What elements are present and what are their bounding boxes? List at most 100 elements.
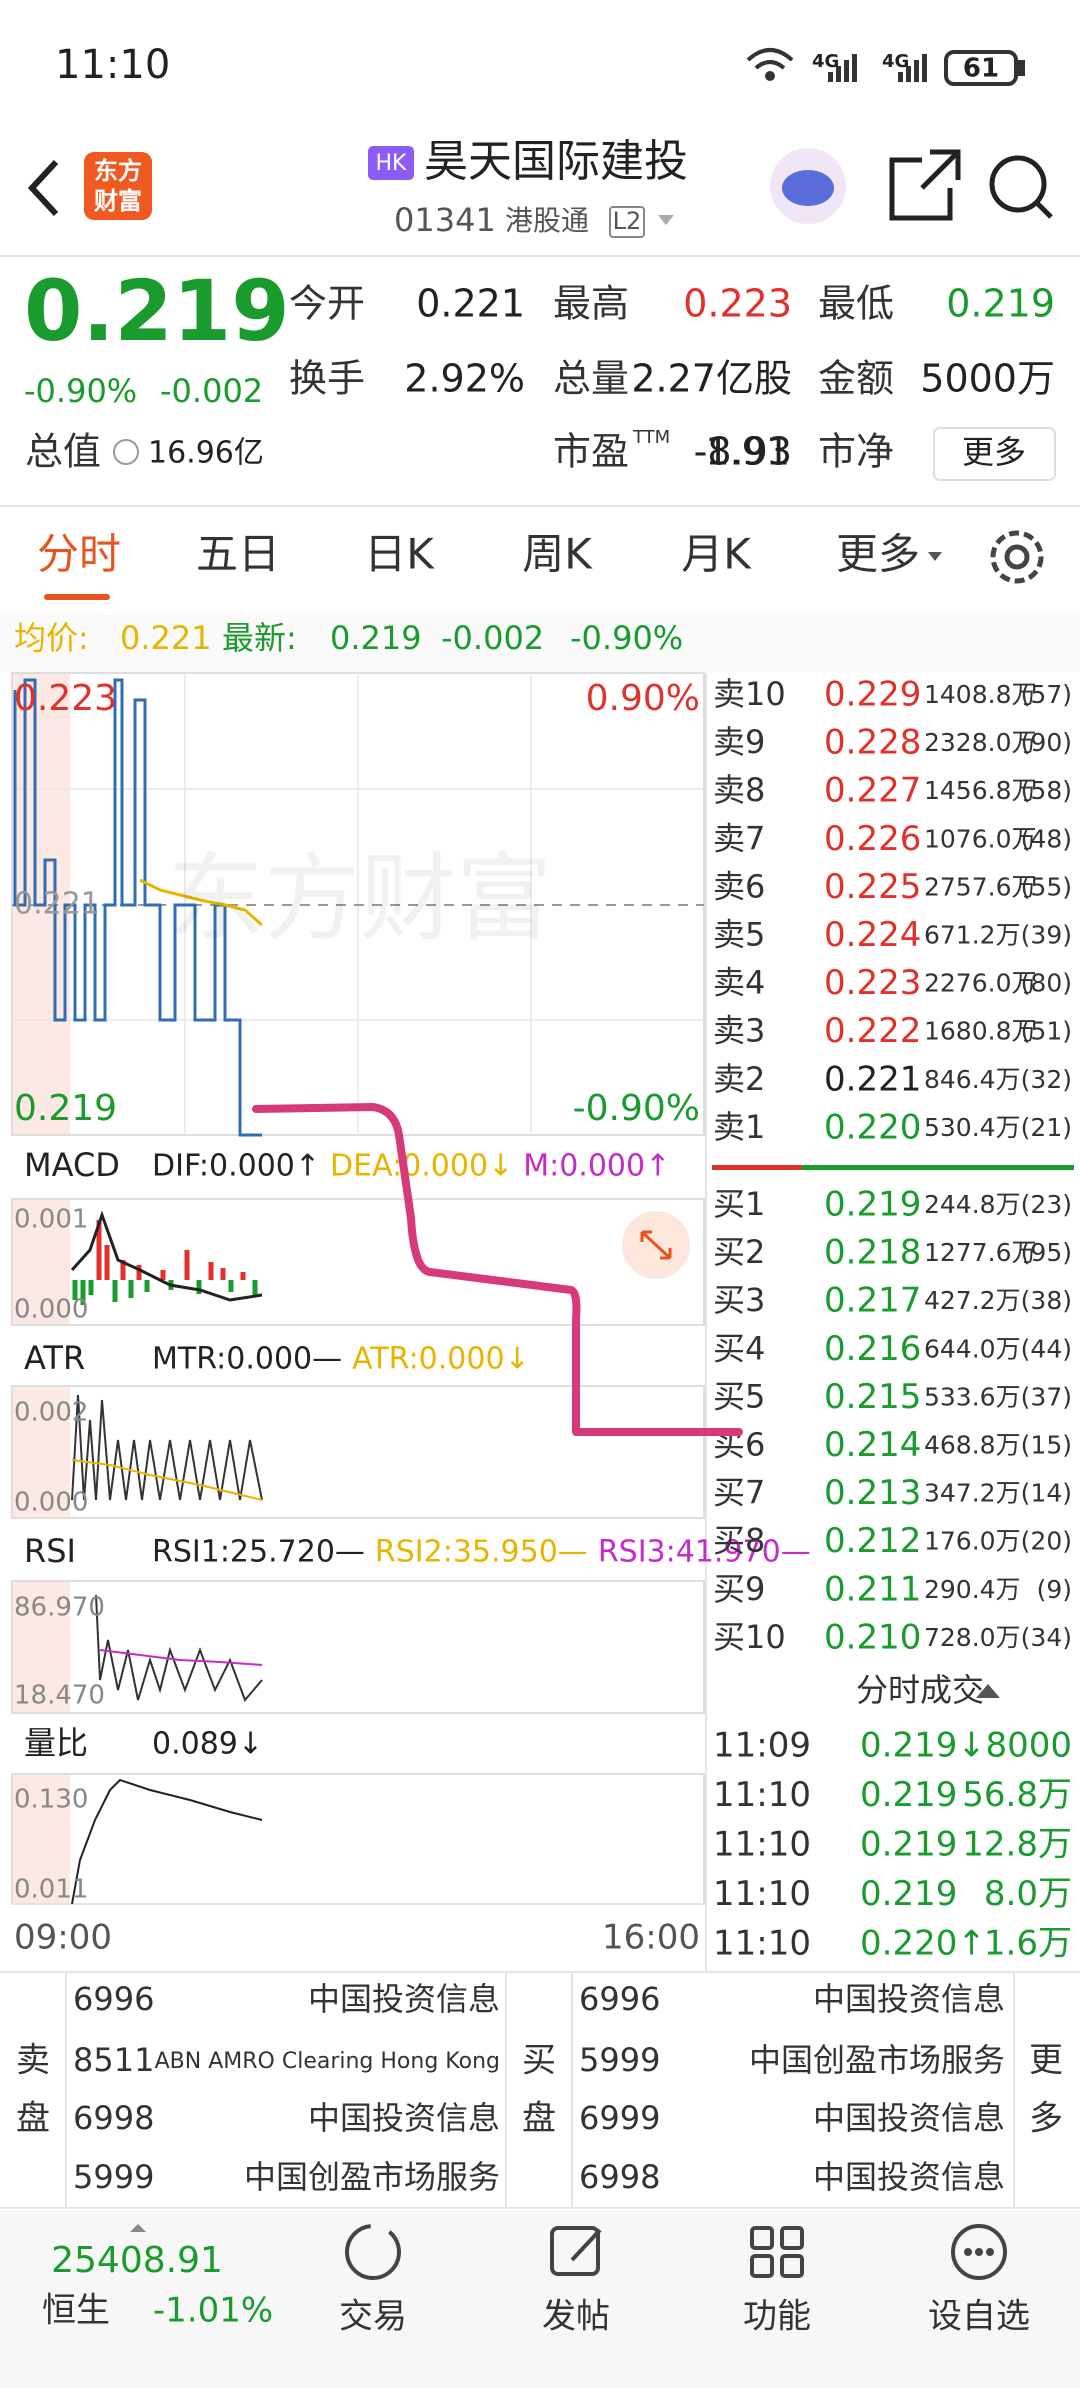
book-price: 0.214 <box>824 1425 921 1465</box>
broker-more[interactable]: 多 <box>1029 2099 1063 2139</box>
indicator-value: DEA:0.000↓ <box>330 1149 513 1184</box>
ask-bid-bar-bid <box>802 1165 1074 1170</box>
l2-tag-frame <box>609 206 645 238</box>
book-price: 0.213 <box>824 1473 921 1513</box>
index-value[interactable]: 25408.91 <box>51 2240 223 2281</box>
book-count: (48) <box>1021 824 1072 853</box>
tab[interactable]: 月K <box>681 530 752 579</box>
index-change: -1.01% <box>153 2291 273 2331</box>
broker-name: 中国投资信息 <box>813 2158 1005 2196</box>
broker-more[interactable]: 更 <box>1029 2041 1063 2081</box>
logo-text: 东方 <box>94 157 142 185</box>
broker-name: ABN AMRO Clearing Hong Kong <box>155 2049 500 2074</box>
indicator-name[interactable]: 量比 <box>24 1724 88 1762</box>
broker-id: 5999 <box>579 2041 660 2079</box>
trade-volume: 8000 <box>985 1726 1072 1766</box>
y-label: 0.221 <box>14 887 100 922</box>
nav-item[interactable]: 发帖 <box>542 2297 610 2337</box>
book-volume: 1076.0万 <box>924 824 1036 853</box>
indicator-name[interactable]: ATR <box>24 1339 85 1377</box>
trade-volume: 1.6万 <box>984 1924 1072 1964</box>
back-button[interactable] <box>27 159 59 217</box>
broker-id: 6999 <box>579 2099 660 2137</box>
indicator-grid <box>11 1198 705 1905</box>
book-count: (38) <box>1021 1286 1072 1315</box>
hk-badge <box>368 146 414 180</box>
more-button-frame[interactable] <box>933 427 1056 481</box>
status-time: 11:10 <box>55 42 170 88</box>
app-logo <box>84 152 152 220</box>
trade-price: 0.220↑ <box>860 1924 986 1964</box>
book-level: 买5 <box>713 1377 765 1415</box>
indicator-value: M:0.000↑ <box>523 1149 670 1184</box>
field-value: 2.92% <box>404 357 525 401</box>
watermark: 东方财富 <box>168 842 552 954</box>
broker-name: 中国创盈市场服务 <box>244 2158 500 2196</box>
book-volume: 1277.6万 <box>924 1238 1036 1267</box>
trade-price: 0.219 <box>860 1775 957 1815</box>
y-label: 0.219 <box>14 1088 117 1129</box>
book-price: 0.226 <box>824 819 921 859</box>
search-button[interactable] <box>989 155 1053 219</box>
book-level: 买2 <box>713 1233 765 1271</box>
avatar-face <box>782 170 834 206</box>
info-icon[interactable] <box>113 439 139 465</box>
tab[interactable]: 日K <box>364 530 435 579</box>
indicator-top: 0.002 <box>14 1398 88 1428</box>
indicator-name[interactable]: MACD <box>24 1146 120 1184</box>
rsi-line <box>95 1594 263 1702</box>
book-count: (14) <box>1021 1479 1072 1508</box>
nav-item[interactable]: 交易 <box>339 2297 407 2337</box>
book-level: 买9 <box>713 1570 765 1608</box>
share-button[interactable] <box>889 149 961 221</box>
nav-item[interactable]: 功能 <box>743 2297 811 2337</box>
latest-change: -0.002 <box>441 619 544 657</box>
indicator-value: 0.089↓ <box>152 1727 263 1762</box>
book-price: 0.217 <box>824 1281 921 1321</box>
change: -0.002 <box>160 372 263 410</box>
book-level: 买1 <box>713 1185 765 1223</box>
broker-side: 盘 <box>16 2099 50 2139</box>
field-value: 0.221 <box>416 282 525 326</box>
trade-time: 11:10 <box>713 1825 811 1865</box>
field-label: 最高 <box>553 282 629 326</box>
book-price: 0.221 <box>824 1059 921 1099</box>
tab[interactable]: 分时 <box>37 530 121 579</box>
book-level: 卖10 <box>713 675 786 713</box>
dropdown-arrow <box>658 215 674 225</box>
book-price: 0.223 <box>824 963 921 1003</box>
more-button[interactable]: 更多 <box>962 433 1026 471</box>
book-count: (39) <box>1021 921 1072 950</box>
book-count: (57) <box>1021 680 1072 709</box>
tab[interactable]: 周K <box>522 530 593 579</box>
book-price: 0.218 <box>824 1233 921 1273</box>
battery-level: 61 <box>963 54 999 84</box>
field-value: 5000万 <box>920 357 1055 401</box>
atr-avg <box>71 1459 263 1501</box>
field-value: 0.219 <box>946 282 1055 326</box>
book-count: (80) <box>1021 969 1072 998</box>
field-value: 0.223 <box>683 282 792 326</box>
bottom-nav-bg <box>0 2210 1080 2388</box>
trades-title[interactable]: 分时成交 <box>856 1671 984 1709</box>
field-label: 金额 <box>818 357 894 401</box>
book-volume: 533.6万 <box>924 1382 1021 1411</box>
x-label: 16:00 <box>602 1918 700 1958</box>
book-level: 卖6 <box>713 867 765 905</box>
collapse-arrow <box>130 2224 146 2232</box>
tab[interactable]: 五日 <box>196 530 280 579</box>
book-volume: 1680.8万 <box>924 1017 1036 1046</box>
field-value: 2.27亿股 <box>631 357 792 401</box>
nav-item[interactable]: 设自选 <box>928 2297 1030 2337</box>
indicator-name[interactable]: RSI <box>24 1532 76 1570</box>
settings-button[interactable] <box>990 530 1044 584</box>
expand-button[interactable] <box>622 1211 690 1279</box>
book-count: (95) <box>1021 1238 1072 1267</box>
book-level: 买10 <box>713 1618 786 1656</box>
tab[interactable]: 更多 <box>836 530 920 579</box>
book-price: 0.216 <box>824 1329 921 1369</box>
trade-price: 0.219 <box>860 1874 957 1914</box>
index-name: 恒生 <box>42 2291 110 2331</box>
